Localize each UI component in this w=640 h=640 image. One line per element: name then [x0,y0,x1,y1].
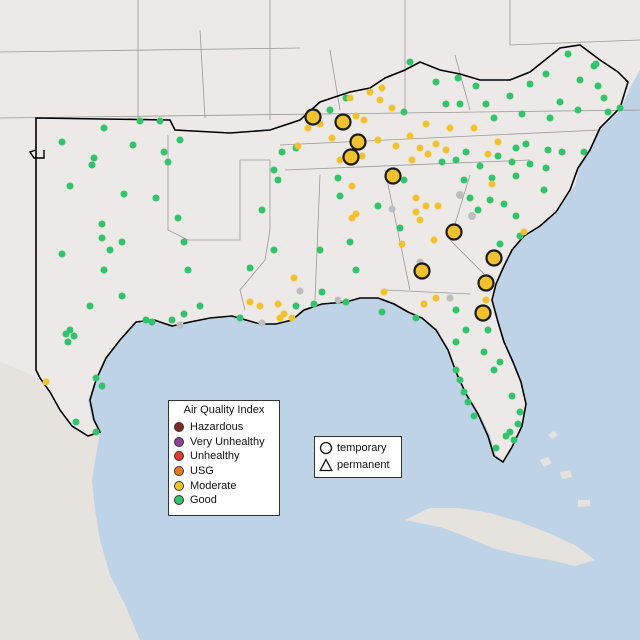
state-boundaries [0,0,640,311]
us-landmass [0,0,640,462]
legend-label: Hazardous [190,421,244,434]
legend-label: Good [190,494,217,507]
aqi-legend: Air Quality Index Hazardous Very Unhealt… [168,400,280,516]
region-outline [35,44,629,464]
good-swatch [174,495,184,506]
legend-label: Very Unhealthy [190,435,265,448]
legend-item-permanent: permanent [315,456,401,473]
panhandle-notch [28,149,45,159]
hazardous-swatch [174,422,184,433]
legend-item-unhealthy: Unhealthy [169,449,279,464]
unhealthy-swatch [174,451,184,462]
temporary-monitors [304,108,503,322]
mexico-landmass [0,362,140,640]
moderate-monitors [42,84,528,386]
inactive-monitors [176,191,476,329]
legend-item-moderate: Moderate [169,478,279,493]
usg-swatch [174,466,184,477]
very-unhealthy-swatch [174,436,184,447]
legend-label: Moderate [190,479,237,492]
legend-item-hazardous: Hazardous [169,420,279,435]
legend-item-usg: USG [169,464,279,479]
permanent-label: permanent [337,458,390,471]
legend-item-temporary: temporary [315,439,401,456]
aqi-legend-title: Air Quality Index [183,404,265,416]
cuba-landmass [405,508,595,566]
legend-item-good: Good [169,493,279,508]
legend-label: USG [190,465,214,478]
moderate-swatch [174,480,184,491]
good-monitors [58,50,624,452]
triangle-icon [319,457,333,471]
legend-label: Unhealthy [190,450,240,463]
legend-item-very-unhealthy: Very Unhealthy [169,435,279,450]
temporary-label: temporary [337,441,387,454]
monitor-type-legend: temporary permanent [314,436,402,478]
circle-icon [319,441,333,454]
